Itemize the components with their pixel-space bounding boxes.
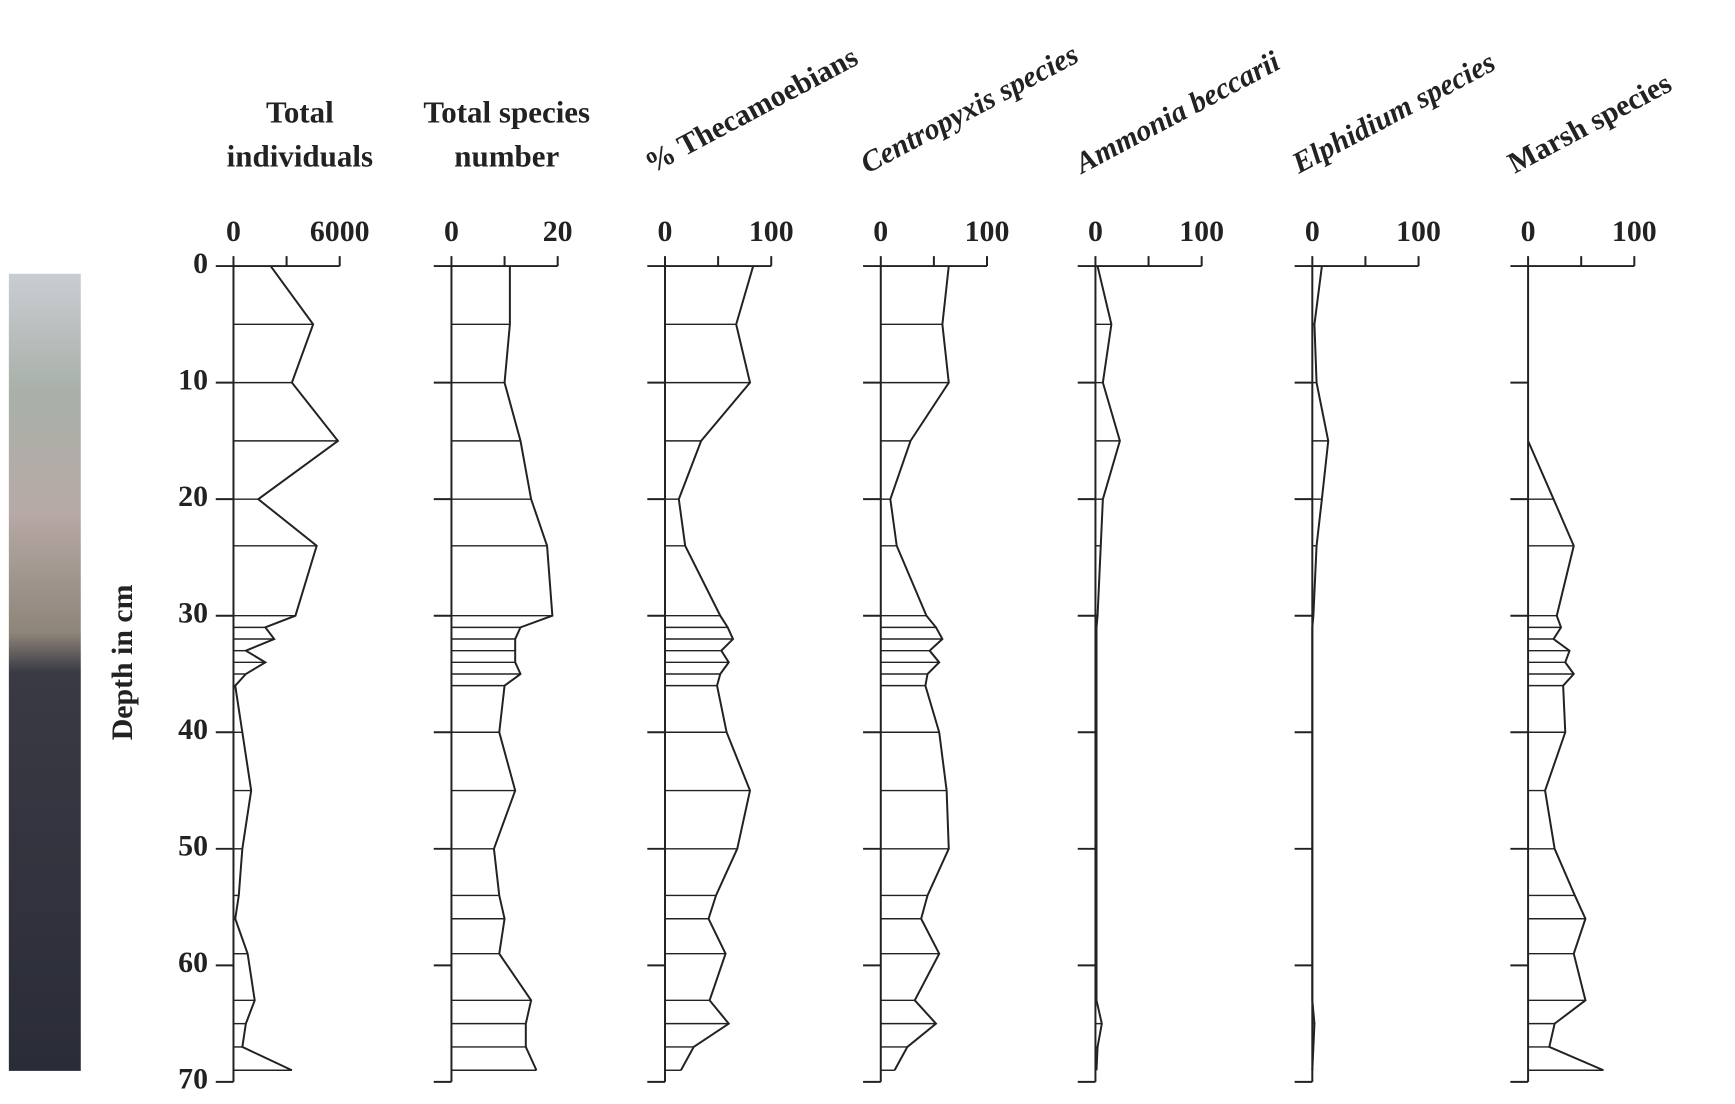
- x-tick-label: 100: [749, 215, 794, 248]
- y-tick-label: 70: [178, 1063, 208, 1096]
- x-tick-label: 0: [1088, 215, 1103, 248]
- panel-title-text: Total species number: [396, 92, 617, 180]
- x-tick-label: 100: [1396, 215, 1441, 248]
- x-tick-label: 0: [444, 215, 459, 248]
- x-tick-label: 6000: [310, 215, 370, 248]
- y-tick-label: 40: [178, 713, 208, 746]
- y-axis-label: Depth in cm: [106, 584, 139, 740]
- profile-line: [890, 266, 948, 1070]
- x-tick-label: 0: [873, 215, 888, 248]
- profile-line: [1312, 266, 1328, 1070]
- panel-title: Ammonia beccarii: [1068, 45, 1286, 181]
- panel-title: Marsh species: [1502, 67, 1676, 180]
- x-tick-label: 0: [1521, 215, 1536, 248]
- x-tick-label: 0: [226, 215, 241, 248]
- y-tick-label: 30: [178, 597, 208, 630]
- panel-title-text: Total individuals: [189, 92, 410, 180]
- profile-line: [494, 266, 552, 1070]
- x-tick-label: 20: [543, 215, 573, 248]
- y-tick-label: 60: [178, 946, 208, 979]
- panel-title: Total species number: [396, 92, 617, 191]
- x-tick-label: 100: [1179, 215, 1224, 248]
- panel-title: Total individuals: [189, 92, 410, 191]
- profile-line: [235, 266, 338, 1070]
- panel-title: Centropyxis species: [855, 38, 1084, 180]
- profile-line: [1528, 441, 1603, 1070]
- x-tick-label: 100: [965, 215, 1010, 248]
- y-tick-label: 0: [193, 247, 208, 280]
- y-tick-label: 20: [178, 480, 208, 513]
- y-tick-label: 50: [178, 830, 208, 863]
- figure: Depth in cm Total individuals06000010203…: [0, 0, 1735, 1104]
- profile-line: [679, 266, 753, 1070]
- panel-title: Elphidium species: [1286, 46, 1501, 181]
- x-tick-label: 100: [1612, 215, 1657, 248]
- core-photo: [9, 274, 81, 1071]
- x-tick-label: 0: [1305, 215, 1320, 248]
- y-tick-label: 10: [178, 363, 208, 396]
- panel-title: % Thecamoebians: [639, 40, 863, 180]
- x-tick-label: 0: [658, 215, 673, 248]
- profile-line: [1097, 266, 1120, 1070]
